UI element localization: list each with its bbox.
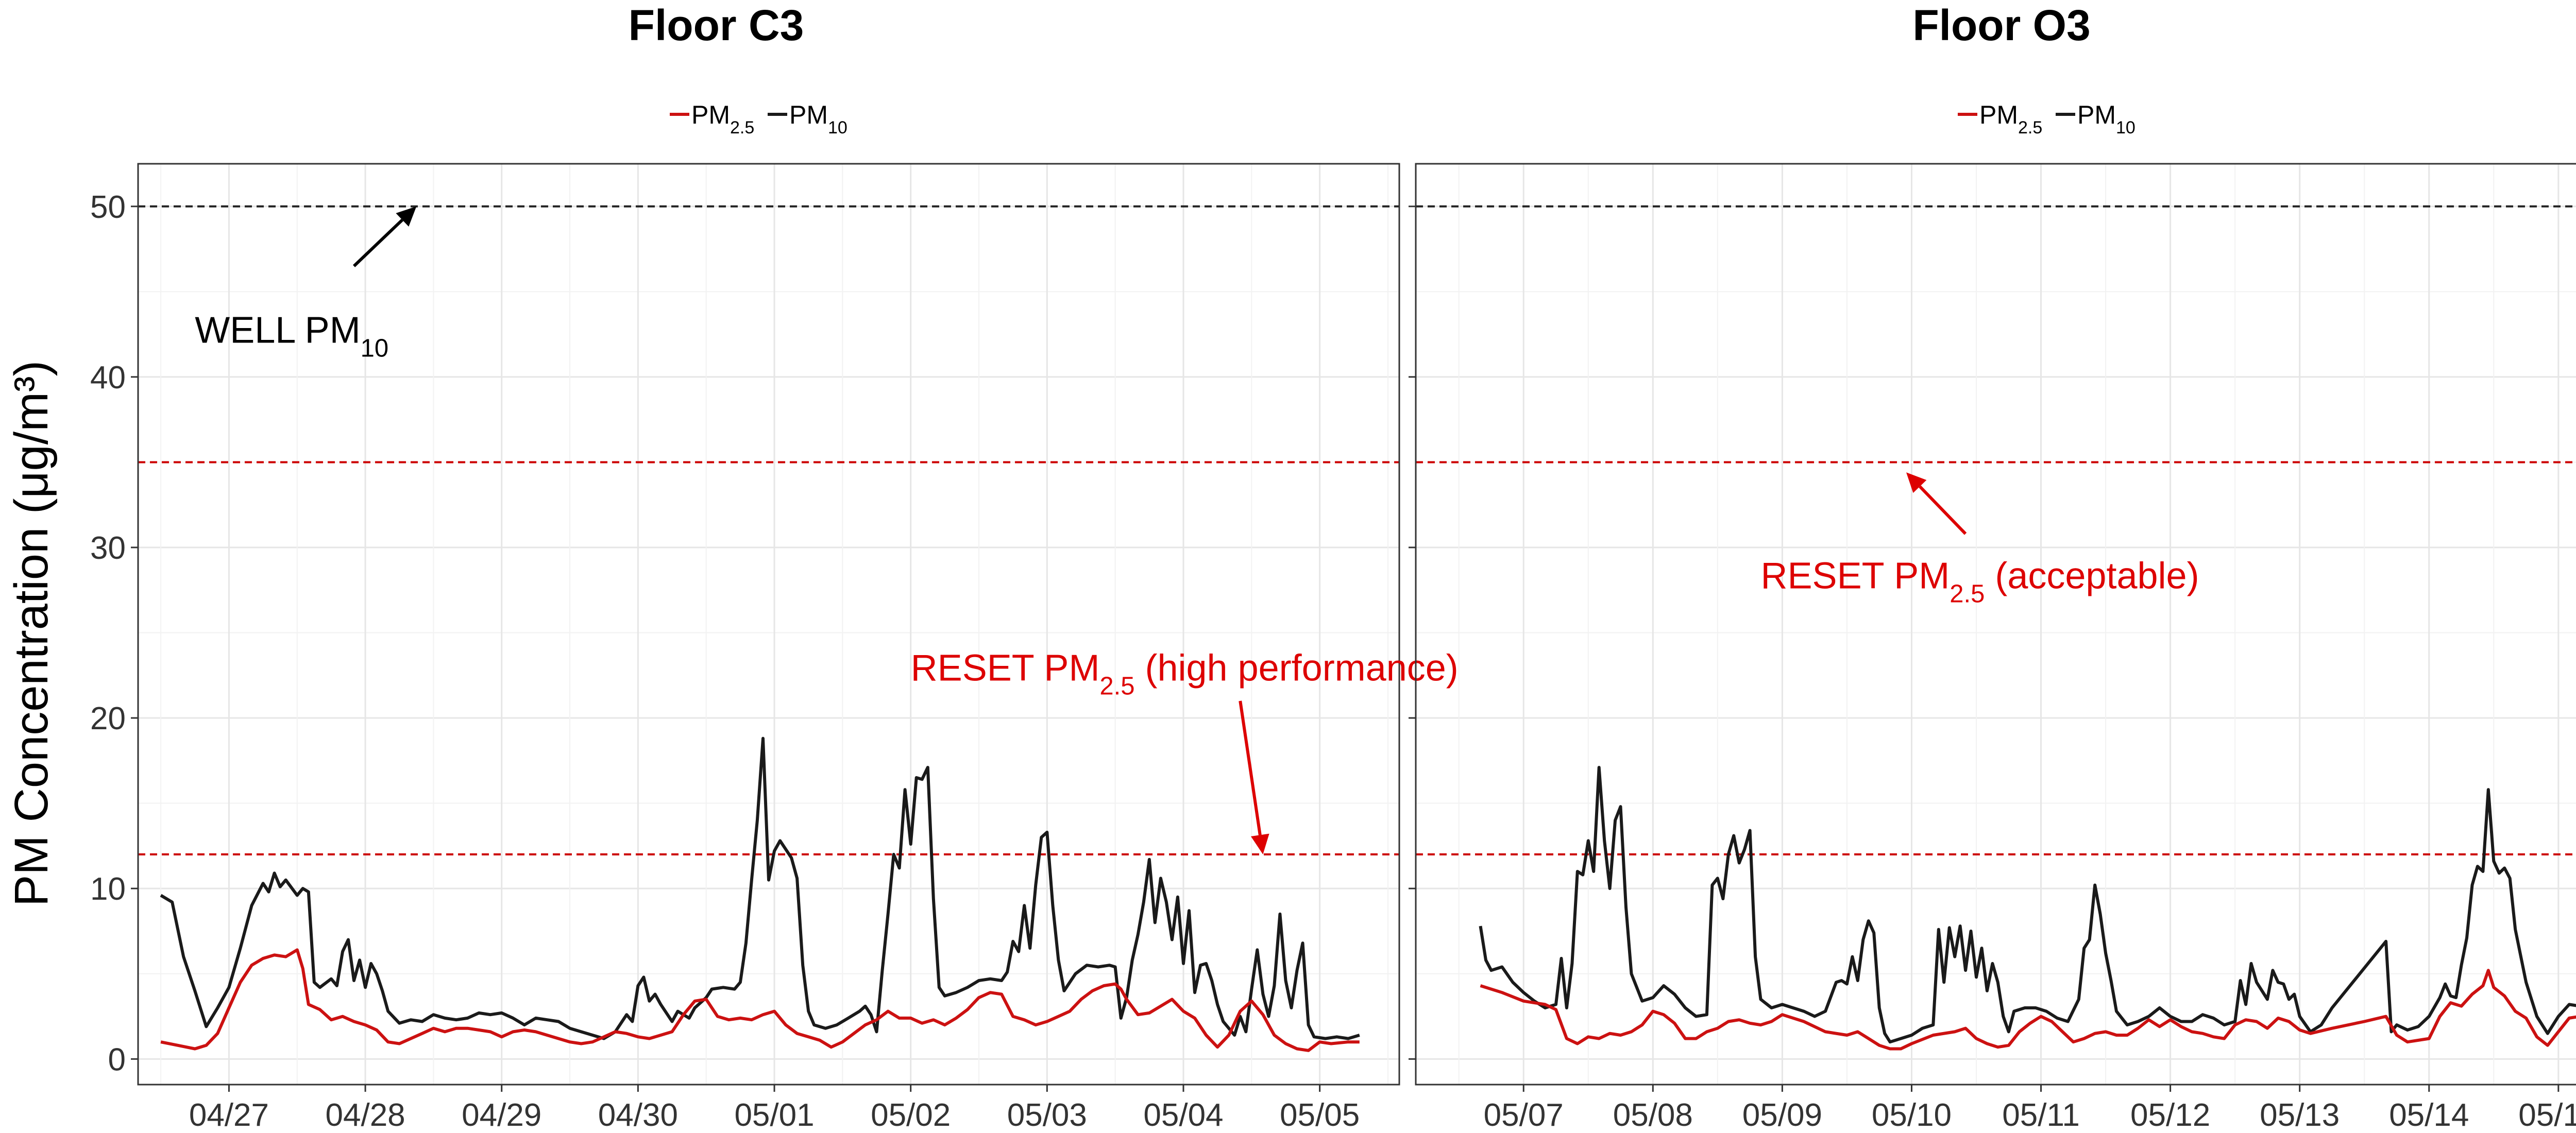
annotation-text-sub: 10 bbox=[361, 335, 388, 363]
annotation-text-after: (high performance) bbox=[1134, 647, 1458, 689]
grid bbox=[138, 164, 1399, 1085]
legend-label-pm10: PM10 bbox=[2077, 100, 2136, 138]
y-axis-label: PM Concentration (μg/m³) bbox=[5, 360, 58, 906]
x-tick-label: 04/28 bbox=[326, 1097, 405, 1133]
x-tick-label: 04/27 bbox=[189, 1097, 269, 1133]
grid bbox=[1416, 164, 2576, 1085]
y-tick-label: 50 bbox=[90, 190, 126, 225]
annotation-text: RESET PM2.5 (high performance) bbox=[911, 647, 1459, 700]
series-line-pm2-5 bbox=[1480, 969, 2576, 1051]
annotation-text-main: WELL PM bbox=[195, 310, 360, 351]
x-tick-label: 05/08 bbox=[1613, 1097, 1693, 1133]
x-tick-label: 04/30 bbox=[598, 1097, 678, 1133]
x-tick-label: 05/11 bbox=[2002, 1097, 2080, 1133]
annotation-arrowhead bbox=[396, 206, 417, 227]
x-tick-label: 05/07 bbox=[1484, 1097, 1564, 1133]
plot-frame bbox=[1415, 163, 2576, 1086]
legend: PM2.5 PM10 bbox=[670, 100, 848, 138]
x-tick-label: 04/29 bbox=[462, 1097, 541, 1133]
x-tick-label: 05/01 bbox=[734, 1097, 814, 1133]
annotation-arrow bbox=[1919, 485, 1967, 535]
x-tick-label: 05/04 bbox=[1143, 1097, 1223, 1133]
annotation-text-main: RESET PM bbox=[911, 647, 1100, 689]
y-tick-label: 10 bbox=[90, 871, 126, 907]
series-line-pm10 bbox=[1479, 766, 2576, 1044]
x-tick-label: 05/15 bbox=[2518, 1097, 2576, 1133]
legend-label-pm2-5-sub: 2.5 bbox=[2018, 118, 2042, 138]
annotation-text-after: (acceptable) bbox=[1985, 555, 2199, 596]
series-line-pm2-5 bbox=[160, 948, 1360, 1052]
legend-label-pm2-5: PM2.5 bbox=[691, 100, 754, 138]
y-tick-label: 40 bbox=[90, 360, 126, 396]
legend-label-pm2-5-main: PM bbox=[691, 100, 730, 129]
series-line-pm10 bbox=[160, 736, 1360, 1040]
annotation-text: WELL PM10 bbox=[195, 310, 388, 363]
x-tick-label: 05/03 bbox=[1007, 1097, 1087, 1133]
annotation-text-sub: 2.5 bbox=[1950, 580, 1985, 608]
x-tick-label: 05/02 bbox=[871, 1097, 951, 1133]
x-tick-label: 05/14 bbox=[2389, 1097, 2469, 1133]
annotation-text-main: RESET PM bbox=[1761, 555, 1950, 596]
annotation-arrowhead bbox=[1250, 833, 1269, 854]
legend-label-pm10-main: PM bbox=[2077, 100, 2116, 129]
panel-title: Floor C3 bbox=[629, 1, 804, 49]
annotation-reset-pm2-5: RESET PM2.5 (acceptable) bbox=[1761, 472, 2199, 608]
annotation-text: RESET PM2.5 (acceptable) bbox=[1761, 555, 2199, 608]
legend-label-pm2-5-sub: 2.5 bbox=[730, 118, 754, 138]
legend-label-pm10-sub: 10 bbox=[828, 118, 848, 138]
annotation-arrow bbox=[1239, 700, 1262, 835]
annotation-reset-pm2-5: RESET PM2.5 (high performance) bbox=[911, 647, 1459, 854]
x-tick-label: 05/09 bbox=[1742, 1097, 1822, 1133]
annotation-text-sub: 2.5 bbox=[1099, 672, 1134, 700]
plot-frame bbox=[137, 163, 1400, 1086]
legend-label-pm10-main: PM bbox=[789, 100, 828, 129]
x-tick-label: 05/13 bbox=[2260, 1097, 2340, 1133]
legend-label-pm2-5: PM2.5 bbox=[1979, 100, 2042, 138]
x-tick-label: 05/12 bbox=[2130, 1097, 2210, 1133]
legend-label-pm10-sub: 10 bbox=[2116, 118, 2136, 138]
annotation-arrowhead bbox=[1906, 472, 1927, 493]
y-tick-label: 0 bbox=[108, 1042, 126, 1077]
legend-label-pm10: PM10 bbox=[789, 100, 848, 138]
legend: PM2.5 PM10 bbox=[1958, 100, 2136, 138]
annotation-arrow bbox=[352, 218, 403, 267]
y-tick-label: 20 bbox=[90, 701, 126, 736]
x-tick-label: 05/05 bbox=[1280, 1097, 1360, 1133]
annotation-well-pm10: WELL PM10 bbox=[195, 206, 417, 363]
x-tick-label: 05/10 bbox=[1872, 1097, 1952, 1133]
legend-label-pm2-5-main: PM bbox=[1979, 100, 2018, 129]
panel-title: Floor O3 bbox=[1912, 1, 2090, 49]
y-tick-label: 30 bbox=[90, 530, 126, 566]
